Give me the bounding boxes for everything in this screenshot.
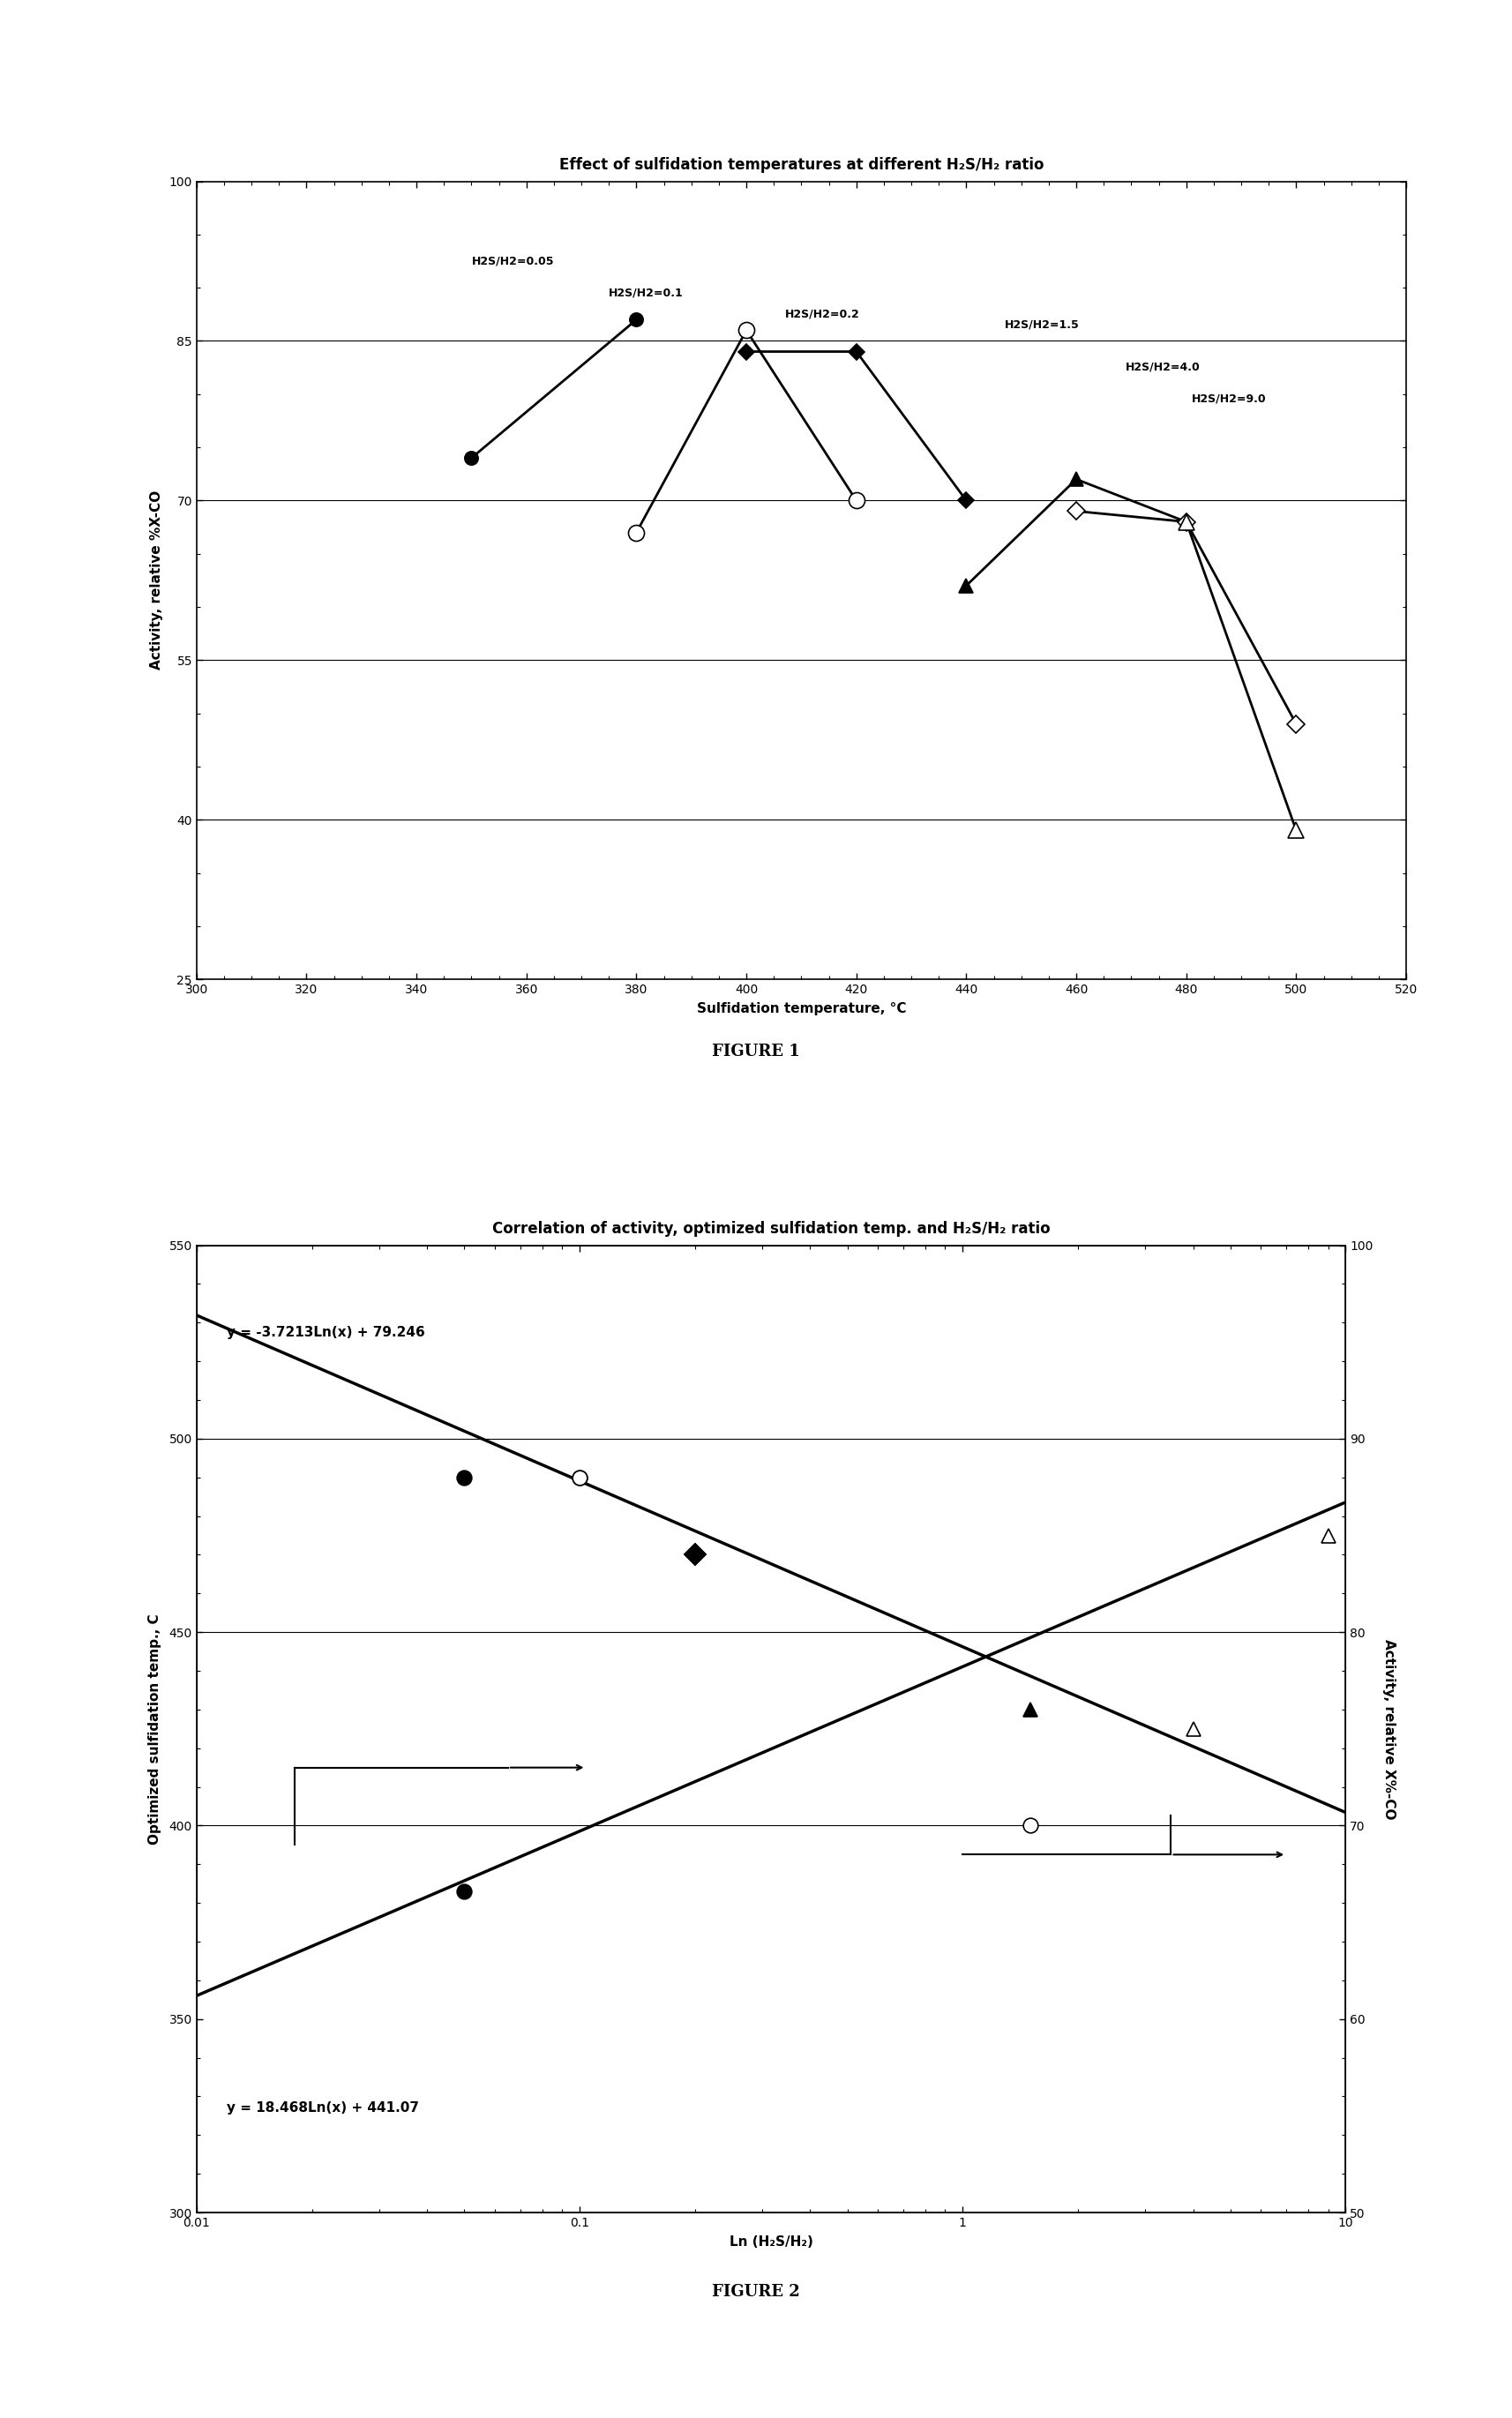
X-axis label: Sulfidation temperature, °C: Sulfidation temperature, °C [697, 1001, 906, 1016]
Text: H2S/H2=0.05: H2S/H2=0.05 [472, 254, 553, 266]
Text: H2S/H2=0.2: H2S/H2=0.2 [785, 307, 860, 319]
Y-axis label: Activity, relative %X-CO: Activity, relative %X-CO [150, 491, 163, 670]
X-axis label: Ln (H₂S/H₂): Ln (H₂S/H₂) [729, 2234, 813, 2249]
Text: FIGURE 2: FIGURE 2 [712, 2285, 800, 2300]
Text: H2S/H2=1.5: H2S/H2=1.5 [1005, 319, 1080, 331]
Text: H2S/H2=4.0: H2S/H2=4.0 [1126, 360, 1201, 372]
Text: H2S/H2=9.0: H2S/H2=9.0 [1191, 394, 1267, 404]
Text: y = 18.468Ln(x) + 441.07: y = 18.468Ln(x) + 441.07 [227, 2101, 419, 2116]
Text: y = -3.7213Ln(x) + 79.246: y = -3.7213Ln(x) + 79.246 [227, 1325, 425, 1340]
Y-axis label: Activity, relative X%-CO: Activity, relative X%-CO [1382, 1639, 1396, 1818]
Text: FIGURE 1: FIGURE 1 [712, 1045, 800, 1059]
Y-axis label: Optimized sulfidation temp., C: Optimized sulfidation temp., C [148, 1613, 162, 1845]
Text: H2S/H2=0.1: H2S/H2=0.1 [609, 288, 683, 297]
Title: Effect of sulfidation temperatures at different H₂S/H₂ ratio: Effect of sulfidation temperatures at di… [559, 157, 1043, 172]
Title: Correlation of activity, optimized sulfidation temp. and H₂S/H₂ ratio: Correlation of activity, optimized sulfi… [491, 1221, 1051, 1236]
